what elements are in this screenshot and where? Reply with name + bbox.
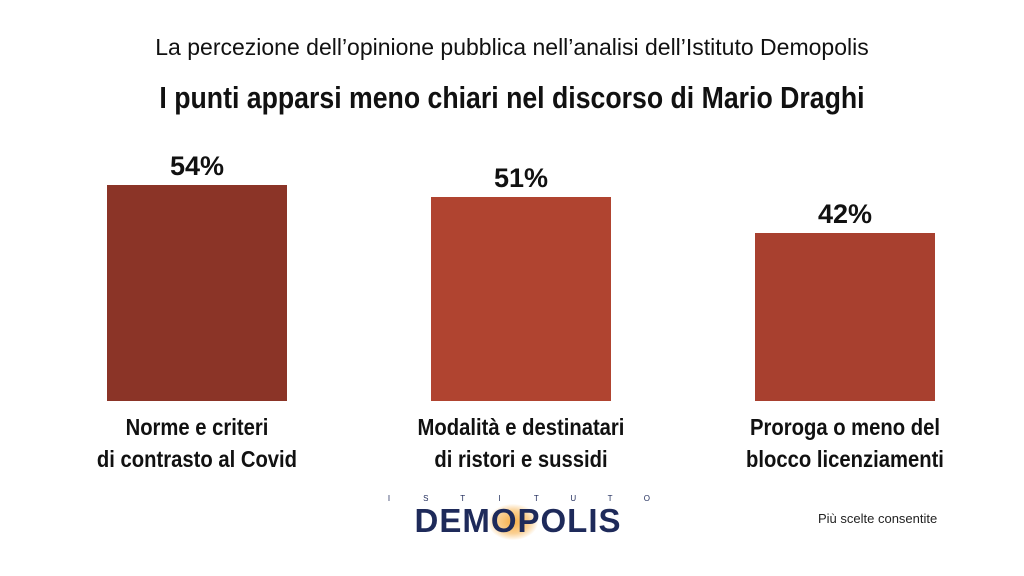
chart-title: I punti apparsi meno chiari nel discorso… (159, 80, 865, 115)
category-label-3-line-2: blocco licenziamenti (746, 446, 944, 473)
category-label-1-line-2: di contrasto al Covid (97, 446, 297, 473)
logo-letter: I (387, 494, 391, 503)
chart-subtitle: La percezione dell’opinione pubblica nel… (155, 34, 869, 60)
logo-wordmark: DEMOPOLIS (414, 502, 622, 539)
bar-2 (431, 197, 611, 401)
logo-letter: U (570, 494, 577, 503)
value-label-3: 42% (818, 199, 872, 229)
logo-letter: T (607, 494, 613, 503)
bar-3 (755, 233, 935, 401)
footnote: Più scelte consentite (818, 511, 938, 526)
bar-1 (107, 185, 287, 401)
logo-letter: I (498, 494, 501, 503)
logo-letter: O (643, 494, 651, 503)
demopolis-logo: I S T I T U T O DEMOPOLIS (384, 494, 652, 544)
value-label-1: 54% (170, 151, 224, 181)
logo-letter: T (533, 494, 539, 503)
category-label-2-line-1: Modalità e destinatari (418, 414, 625, 441)
logo-glow (488, 504, 538, 540)
category-label-1-line-1: Norme e criteri (126, 414, 269, 441)
logo-letter: S (423, 494, 429, 503)
logo-letter: T (460, 494, 466, 503)
value-label-2: 51% (494, 163, 548, 193)
category-label-3-line-1: Proroga o meno del (750, 414, 940, 441)
category-label-2-line-2: di ristori e sussidi (434, 446, 607, 473)
